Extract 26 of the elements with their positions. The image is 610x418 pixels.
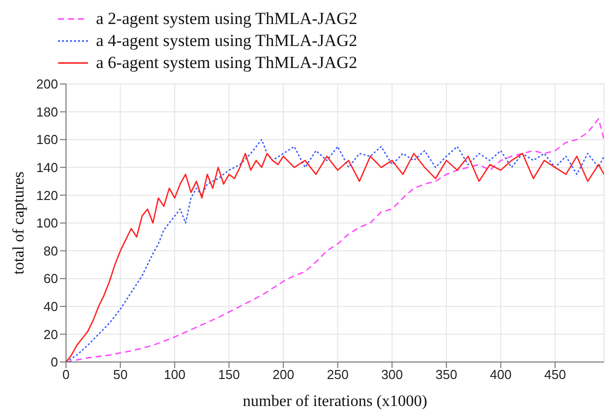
- y-tick-label: 160: [36, 132, 58, 148]
- y-tick-label: 80: [44, 243, 58, 258]
- x-tick-label: 450: [544, 367, 566, 382]
- y-axis-title: total of captures: [10, 171, 28, 275]
- legend-label: a 4-agent system using ThMLA-JAG2: [96, 31, 358, 51]
- y-tick-label: 20: [44, 326, 58, 342]
- x-tick-label: 350: [436, 367, 458, 382]
- y-tick-label: 140: [36, 160, 58, 176]
- x-axis-title: number of iterations (x1000): [242, 393, 428, 410]
- y-tick-label: 100: [36, 216, 58, 231]
- x-tick-label: 50: [113, 367, 128, 382]
- x-tick-label: 300: [381, 367, 403, 382]
- x-tick-label: 100: [164, 367, 186, 382]
- x-tick-label: 0: [62, 367, 70, 382]
- x-tick-label: 250: [326, 367, 349, 382]
- y-tick-label: 40: [44, 299, 58, 314]
- x-tick-label: 150: [218, 367, 240, 382]
- y-tick-label: 200: [36, 76, 58, 92]
- y-tick-label: 120: [36, 188, 58, 203]
- y-tick-label: 0: [50, 354, 58, 370]
- y-tick-label: 60: [44, 271, 58, 286]
- y-tick-label: 180: [36, 104, 58, 120]
- legend-label: a 2-agent system using ThMLA-JAG2: [96, 9, 358, 29]
- x-tick-label: 200: [272, 367, 294, 382]
- legend-label: a 6-agent system using ThMLA-JAG2: [96, 53, 358, 73]
- x-tick-label: 400: [490, 367, 512, 382]
